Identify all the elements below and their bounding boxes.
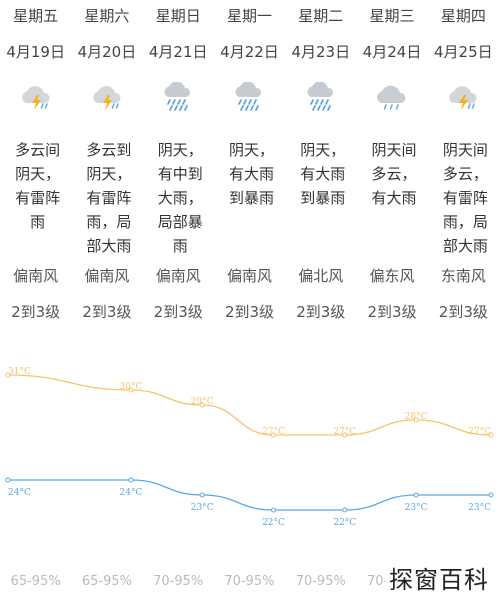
wind-direction: 东南风 [440,267,486,285]
humidity-value: 70-95% [153,574,204,589]
wind-direction: 偏南风 [155,267,201,285]
forecast-day: 星期六 4月20日 多云到阴天，有雷阵雨，局部大雨 偏南风 2到3级 [71,0,142,340]
weather-description: 多云到阴天，有雷阵雨，局部大雨 [86,141,132,255]
low-temp-point [342,507,348,513]
temperature-chart: 31°C 30°C 29°C 27°C 27°C 28°C 27°C 24°C 24°C 23°C… [5,367,494,528]
high-temp-label: 27°C [333,427,356,437]
low-temp-label: 23°C [405,503,428,513]
high-temp-point [342,432,348,438]
low-temp-point [488,492,494,498]
wind-direction: 偏南风 [13,267,59,285]
overcast-rain-icon [375,82,409,112]
heavy-rain-icon [232,82,266,112]
high-temp-label: 27°C [468,427,491,437]
low-temp-point [128,477,134,483]
high-temp-point [199,402,205,408]
wind-level: 2到3级 [296,303,346,321]
wind-level: 2到3级 [82,303,132,321]
low-temp-point [5,477,11,483]
wind-direction: 偏南风 [226,267,272,285]
high-temp-label: 31°C [8,367,31,377]
weather-description: 阴天，有大雨到暴雨 [228,141,274,207]
forecast-day: 星期一 4月22日 阴天，有大雨到暴雨 偏南风 2到3级 [214,0,285,340]
weather-description: 阴天，有中到大雨，局部暴雨 [157,141,203,255]
day-date: 4月24日 [362,43,422,61]
low-temp-label: 23°C [468,503,491,513]
day-date: 4月20日 [77,43,137,61]
high-temp-label: 29°C [191,397,214,407]
site-watermark: 探窗百科 [385,564,493,596]
forecast-day: 星期二 4月23日 阴天，有大雨到暴雨 偏北风 2到3级 [285,0,356,340]
wind-direction: 偏东风 [369,267,415,285]
low-temp-label: 24°C [120,488,143,498]
low-temp-point [413,492,419,498]
day-name: 星期二 [298,7,344,25]
forecast-columns: 星期五 4月19日 多云间阴天，有雷阵雨 偏南风 2到3级 星期六 4月20日 … [0,0,499,340]
weather-description: 阴天间多云，有雷阵雨，局部大雨 [442,141,488,255]
low-temp-label: 22°C [333,518,356,528]
thunder-shower-icon [90,82,124,112]
day-name: 星期日 [155,7,201,25]
wind-direction: 偏南风 [84,267,130,285]
day-name: 星期一 [226,7,272,25]
day-date: 4月19日 [6,43,65,61]
high-temp-line [7,374,492,436]
wind-level: 2到3级 [11,303,61,321]
high-temp-label: 27°C [262,427,285,437]
day-date: 4月25日 [434,43,493,61]
humidity-value: 65-95% [10,574,61,589]
wind-level: 2到3级 [224,303,275,321]
low-temp-point [199,492,205,498]
humidity-value: 70-95% [224,574,275,589]
high-temp-point [413,417,419,423]
weather-description: 阴天，有大雨到暴雨 [300,141,346,207]
high-temp-point [271,432,276,438]
wind-level: 2到3级 [367,303,417,321]
wind-level: 2到3级 [438,303,488,321]
heavy-rain-icon [304,82,338,112]
high-temp-point [128,387,134,393]
high-temp-point [488,432,494,438]
low-temp-point [271,507,276,513]
day-name: 星期三 [369,7,415,25]
forecast-day: 星期三 4月24日 阴天间多云，有大雨 偏东风 2到3级 [356,0,427,340]
weather-description: 阴天间多云，有大雨 [371,141,417,207]
day-name: 星期五 [13,7,59,25]
day-name: 星期六 [84,7,130,25]
low-temp-label: 23°C [191,503,214,513]
day-name: 星期四 [440,7,486,25]
day-date: 4月22日 [220,43,279,61]
thunder-shower-icon [19,82,53,112]
forecast-day: 星期日 4月21日 阴天，有中到大雨，局部暴雨 偏南风 2到3级 [143,0,214,340]
low-temp-label: 24°C [8,488,31,498]
high-temp-label: 28°C [405,412,428,422]
humidity-value: 65-95% [81,574,132,589]
thunder-shower-icon [446,82,480,112]
low-temp-label: 22°C [262,518,285,528]
wind-level: 2到3级 [153,303,203,321]
day-date: 4月23日 [291,43,351,61]
weather-description: 多云间阴天，有雷阵雨 [15,141,61,231]
high-temp-label: 30°C [120,382,143,392]
high-temp-point [5,372,11,378]
humidity-value: 70-95% [295,574,346,589]
forecast-day: 星期四 4月25日 阴天间多云，有雷阵雨，局部大雨 东南风 2到3级 [428,0,499,340]
forecast-day: 星期五 4月19日 多云间阴天，有雷阵雨 偏南风 2到3级 [0,0,71,340]
wind-direction: 偏北风 [298,267,344,285]
day-date: 4月21日 [148,43,208,61]
heavy-rain-icon [161,82,195,112]
